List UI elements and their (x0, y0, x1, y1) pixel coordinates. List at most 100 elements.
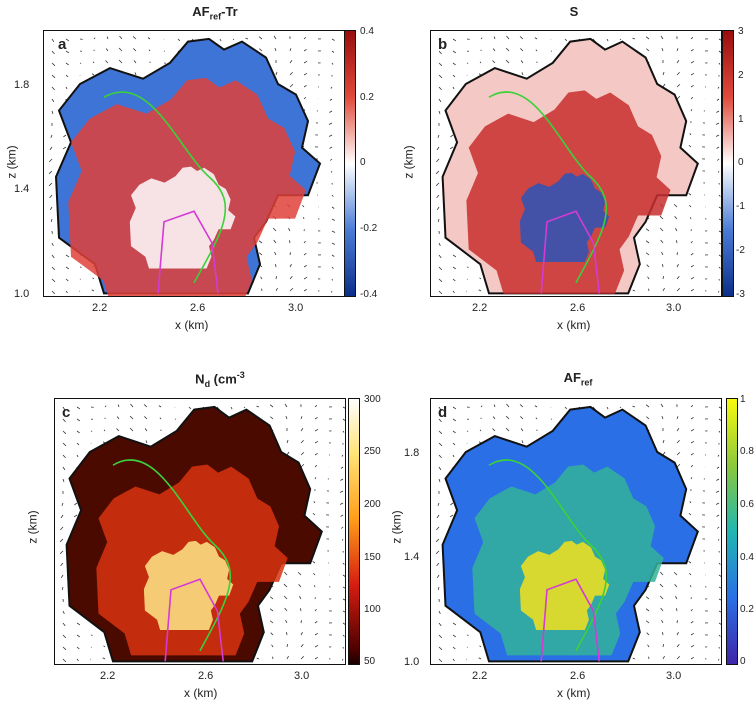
velocity-arrow (92, 277, 95, 280)
field-d (435, 403, 721, 663)
velocity-arrow (452, 634, 457, 638)
velocity-arrow (331, 218, 335, 221)
velocity-arrow (74, 502, 78, 506)
velocity-arrow (300, 620, 302, 624)
velocity-arrow (331, 38, 335, 41)
velocity-arrow (715, 490, 720, 493)
velocity-arrow (716, 478, 720, 481)
velocity-arrow (676, 264, 679, 268)
velocity-arrow (342, 622, 345, 625)
velocity-arrow (300, 439, 304, 444)
velocity-arrow (51, 98, 55, 103)
velocity-arrow (689, 573, 692, 576)
ytick-a: 1.4 (14, 183, 30, 195)
velocity-arrow (450, 134, 454, 138)
velocity-arrow (342, 586, 345, 589)
velocity-arrow (60, 526, 64, 531)
velocity-arrow (619, 406, 622, 409)
velocity-arrow (286, 439, 289, 444)
colorbar-b (722, 30, 734, 297)
velocity-arrow (505, 47, 510, 52)
velocity-arrow (300, 608, 302, 612)
velocity-arrow (256, 657, 260, 660)
cloud-region (519, 540, 610, 630)
velocity-arrow (331, 194, 334, 197)
velocity-arrow (689, 205, 692, 208)
velocity-arrow (314, 405, 318, 408)
velocity-arrow (288, 228, 291, 232)
velocity-arrow (270, 632, 274, 636)
velocity-arrow (65, 86, 68, 90)
velocity-arrow (300, 643, 304, 648)
velocity-arrow (645, 36, 650, 40)
cb-a-tick: 0 (360, 157, 366, 168)
velocity-arrow (438, 62, 443, 67)
velocity-arrow (632, 657, 636, 660)
velocity-arrow (676, 83, 681, 88)
velocity-arrow (690, 288, 694, 292)
velocity-arrow (715, 502, 720, 505)
velocity-arrow (493, 36, 496, 40)
velocity-arrow (51, 62, 56, 67)
velocity-arrow (675, 228, 678, 232)
velocity-arrow (492, 428, 496, 432)
velocity-arrow (102, 657, 106, 660)
velocity-arrow (116, 428, 120, 432)
contour-magenta (164, 578, 224, 662)
velocity-arrow (300, 416, 303, 420)
velocity-arrow (715, 122, 720, 125)
velocity-arrow (331, 254, 335, 257)
velocity-arrow (690, 97, 694, 100)
velocity-arrow (676, 71, 680, 76)
xtick-c: 2.2 (100, 670, 116, 682)
velocity-arrow (718, 290, 720, 293)
velocity-arrow (303, 48, 307, 52)
xlabel-c: x (km) (184, 686, 218, 700)
velocity-arrow (718, 574, 721, 577)
velocity-arrow (718, 658, 720, 661)
velocity-arrow (61, 586, 64, 590)
velocity-arrow (65, 74, 69, 78)
velocity-arrow (258, 36, 263, 40)
velocity-arrow (93, 37, 96, 40)
velocity-arrow (283, 595, 288, 600)
velocity-arrow (284, 607, 288, 612)
velocity-arrow (438, 646, 443, 651)
cb-a-tick: 0.4 (360, 26, 374, 37)
velocity-arrow (438, 430, 443, 435)
velocity-arrow (299, 596, 302, 600)
velocity-arrow (718, 266, 721, 269)
velocity-arrow (619, 38, 622, 41)
velocity-arrow (660, 607, 664, 612)
velocity-arrow (520, 60, 524, 64)
velocity-arrow (76, 430, 80, 434)
cloud-region (129, 166, 236, 269)
velocity-arrow (436, 146, 440, 151)
velocity-arrow (673, 571, 678, 576)
velocity-arrow (676, 643, 680, 648)
velocity-arrow (659, 227, 664, 232)
velocity-arrow (314, 656, 318, 660)
velocity-arrow (690, 264, 695, 268)
velocity-arrow (269, 620, 274, 624)
velocity-arrow (661, 619, 664, 624)
velocity-arrow (103, 429, 106, 432)
velocity-arrow (303, 264, 308, 268)
velocity-arrow (328, 122, 333, 125)
velocity-arrow (303, 84, 307, 88)
velocity-arrow (690, 656, 694, 660)
velocity-arrow (342, 430, 345, 433)
velocity-arrow (718, 194, 721, 197)
contour-magenta (157, 210, 219, 294)
velocity-arrow (690, 217, 692, 220)
velocity-arrow (676, 439, 680, 444)
velocity-arrow (62, 658, 67, 663)
velocity-arrow (606, 406, 609, 410)
cb-a-tick: 0.2 (360, 92, 374, 103)
velocity-arrow (48, 170, 53, 175)
xtick-d: 3.0 (666, 670, 682, 682)
cb-d-tick: 0.6 (740, 499, 754, 510)
velocity-arrow (450, 502, 454, 506)
velocity-arrow (506, 403, 510, 408)
velocity-arrow (51, 86, 55, 91)
